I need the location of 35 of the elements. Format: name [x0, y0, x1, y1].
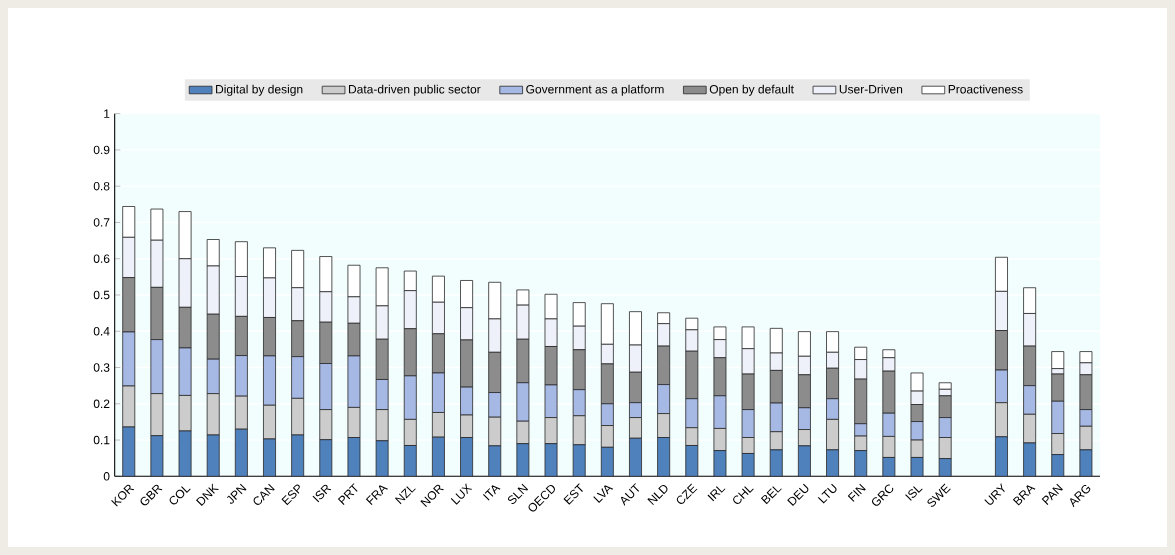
- x-tick-label: JPN: [227, 483, 247, 504]
- x-tick-label: IRL: [707, 486, 726, 502]
- legend-label: Government as a platform: [526, 84, 664, 96]
- x-tick-label: FRA: [365, 485, 388, 506]
- x-tick-label: SLN: [507, 483, 529, 505]
- y-tick-label: 0.2: [93, 399, 110, 409]
- x-tick-label: LVA: [593, 485, 614, 503]
- y-tick-label: 0.8: [93, 181, 110, 191]
- bar: [1051, 351, 1065, 370]
- legend-label: Digital by design: [216, 84, 303, 96]
- x-tick-label: LTU: [817, 483, 837, 504]
- x-tick-label: NLD: [647, 484, 668, 506]
- y-tick-label: 0.6: [93, 254, 110, 263]
- x-tick-label: NZL: [394, 486, 416, 505]
- x-tick-label: CHL: [733, 486, 754, 504]
- y-tick-label: 0.4: [93, 327, 110, 336]
- x-tick-label: ISL: [905, 486, 923, 501]
- legend-label: Data-driven public sector: [349, 84, 481, 96]
- legend-label: Proactiveness: [948, 84, 1023, 94]
- y-tick-label: 0: [103, 472, 110, 481]
- x-tick-label: FIN: [847, 483, 866, 502]
- y-tick-label: 0.1: [93, 435, 110, 445]
- bar: [375, 440, 389, 477]
- bar: [995, 436, 1008, 477]
- x-tick-label: ITA: [482, 485, 501, 501]
- y-tick-label: 1: [104, 109, 110, 118]
- y-tick-label: 0.7: [93, 218, 110, 227]
- legend-label: User-Driven: [839, 84, 903, 94]
- x-tick-label: BEL: [760, 486, 782, 505]
- y-tick-label: 0.9: [93, 145, 110, 155]
- x-tick-label: COL: [169, 486, 191, 505]
- y-tick-label: 0.5: [93, 290, 110, 300]
- legend-label: Open by default: [709, 84, 794, 96]
- x-tick-label: ISR: [312, 484, 332, 503]
- y-tick-label: 0.3: [93, 363, 110, 372]
